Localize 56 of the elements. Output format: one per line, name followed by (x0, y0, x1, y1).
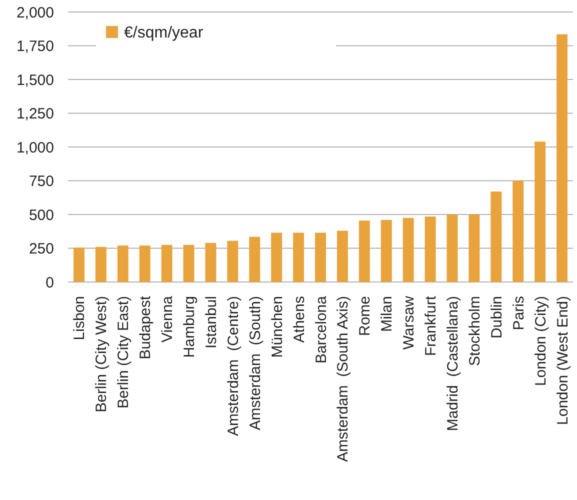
y-tick-label: 0 (46, 274, 54, 292)
x-tick-label: Athens (290, 296, 308, 343)
bar (446, 214, 458, 282)
x-tick-label: Berlin (City West) (93, 296, 110, 412)
x-tick-label: Amsterdam (Centre) (224, 296, 242, 436)
y-tick-label: 500 (28, 206, 54, 224)
x-tick-label: Barcelona (312, 295, 330, 364)
y-tick-label: 1,750 (16, 38, 54, 55)
x-tick-label: Berlin (City East) (115, 296, 132, 409)
x-tick-label: London (City) (532, 296, 550, 386)
y-tick-label: 750 (28, 173, 54, 190)
bar (556, 34, 568, 282)
bar (249, 236, 260, 282)
x-tick-label: Madrid (Castellana) (444, 296, 462, 432)
x-tick-label: Dublin (488, 296, 506, 339)
x-tick-label: Vienna (159, 295, 176, 342)
bar (424, 216, 436, 282)
bar (512, 180, 524, 282)
x-tick-label: Hamburg (181, 296, 198, 358)
x-tick-label: Budapest (137, 295, 154, 360)
x-tick-label: Rome (356, 296, 374, 336)
x-tick-label: München (268, 296, 286, 358)
x-tick-label: London (West End) (554, 296, 572, 425)
bar (534, 142, 546, 282)
y-tick-label: 1,250 (16, 106, 54, 122)
bar (358, 220, 370, 282)
x-tick-label: Lisbon (71, 296, 88, 340)
bar (490, 192, 502, 282)
legend-label: €/sqm/year (124, 24, 204, 42)
y-tick-label: 1,500 (16, 72, 54, 89)
bar (336, 230, 348, 282)
x-tick-label: Paris (510, 296, 528, 330)
bar (117, 246, 128, 282)
bar (315, 232, 326, 282)
bar (402, 218, 414, 282)
bar (380, 220, 392, 282)
x-tick-label: Milan (378, 296, 396, 332)
y-tick-label: 2,000 (16, 4, 54, 22)
bar (293, 232, 304, 282)
bar (271, 232, 282, 282)
x-tick-label: Amsterdam (South) (246, 296, 264, 430)
x-tick-label: Amsterdam (South Axis) (334, 296, 352, 462)
bar (161, 244, 172, 282)
bar (183, 244, 194, 282)
bar (205, 242, 216, 282)
bar (227, 240, 238, 282)
x-tick-label: Stockholm (466, 296, 484, 366)
y-tick-label: 1,000 (16, 139, 54, 156)
bar (95, 246, 106, 282)
x-tick-label: Istanbul (202, 296, 220, 349)
bar (73, 248, 84, 282)
bar (468, 214, 480, 282)
x-tick-label: Frankfurt (422, 295, 440, 356)
bar (139, 246, 150, 282)
y-tick-label: 250 (28, 240, 54, 258)
x-tick-label: Warsaw (400, 296, 418, 350)
